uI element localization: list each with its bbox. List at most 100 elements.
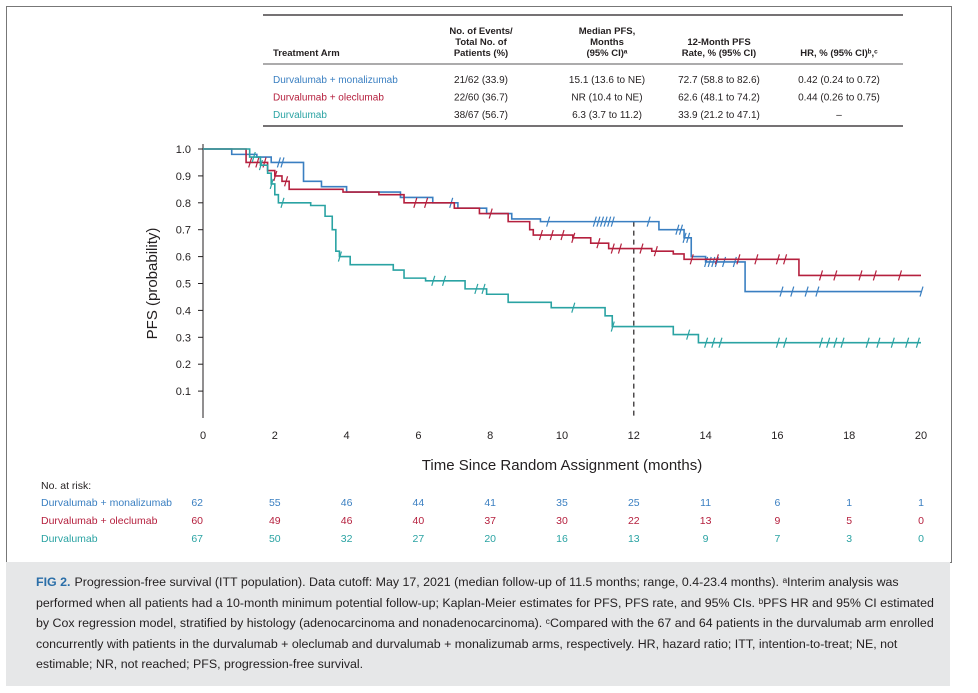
censor-mark [424, 197, 429, 208]
censor-mark [754, 254, 759, 265]
censor-mark [840, 337, 845, 348]
table-row-rate12: 62.6 (48.1 to 74.2) [678, 93, 760, 104]
censor-mark [546, 216, 551, 227]
censor-mark [603, 216, 608, 227]
censor-mark [599, 216, 605, 227]
censor-mark [804, 286, 809, 297]
table-row-median: 15.1 (13.6 to NE) [569, 75, 645, 86]
x-tick-label: 0 [200, 430, 206, 442]
censor-mark [783, 254, 788, 265]
censor-mark [686, 232, 691, 243]
x-tick-label: 4 [344, 430, 350, 442]
y-tick-label: 0.9 [176, 171, 191, 183]
table-row-median: NR (10.4 to NE) [571, 93, 642, 104]
censor-mark [280, 157, 285, 168]
table-header-3-line-1: Rate, % (95% CI) [682, 48, 756, 59]
censor-mark [890, 337, 895, 348]
censor-mark [915, 337, 920, 348]
censor-mark [872, 270, 877, 281]
at-risk-count: 5 [846, 515, 852, 527]
at-risk-row-name: Durvalumab [41, 533, 98, 545]
censor-mark [431, 275, 436, 286]
at-risk-count: 55 [269, 497, 281, 509]
x-tick-label: 16 [771, 430, 783, 442]
km-curve-oleclumab [203, 148, 921, 277]
censor-mark [714, 254, 719, 265]
at-risk-count: 30 [556, 515, 568, 527]
at-risk-count: 41 [484, 497, 496, 509]
censor-mark [736, 254, 741, 265]
censor-mark [610, 243, 615, 254]
censor-mark [833, 270, 838, 281]
x-tick-label: 6 [415, 430, 421, 442]
x-tick-label: 8 [487, 430, 493, 442]
censor-mark [607, 216, 612, 227]
censor-mark [269, 178, 274, 190]
censor-mark [592, 216, 597, 227]
censor-mark [610, 216, 615, 227]
at-risk-count: 50 [269, 533, 281, 545]
table-row-rate12: 33.9 (21.2 to 47.1) [678, 110, 760, 121]
figure-caption: FIG 2. Progression-free survival (ITT pop… [36, 572, 936, 675]
censor-mark [833, 337, 838, 348]
censor-mark [337, 251, 342, 262]
censor-mark [718, 337, 723, 348]
caption-label: FIG 2. [36, 575, 71, 589]
y-tick-label: 0.2 [176, 359, 191, 371]
censor-mark [818, 337, 824, 348]
at-risk-row-name: Durvalumab + monalizumab [41, 497, 172, 509]
censor-mark [549, 229, 554, 241]
at-risk-count: 13 [628, 533, 640, 545]
table-row-arm: Durvalumab + monalizumab [273, 75, 398, 86]
censor-mark [682, 232, 687, 243]
censor-mark [818, 270, 824, 281]
censor-mark [596, 216, 601, 227]
y-axis-label: PFS (probability) [144, 228, 161, 340]
at-risk-count: 35 [556, 497, 568, 509]
at-risk-count: 49 [269, 515, 281, 527]
censor-mark [571, 232, 576, 243]
censor-mark [571, 302, 576, 313]
at-risk-count: 0 [918, 533, 924, 545]
y-tick-label: 0.8 [176, 198, 191, 210]
censor-mark [538, 229, 544, 241]
figure-frame: Treatment Arm No. of Events/Total No. of P… [6, 6, 952, 563]
censor-mark [617, 243, 623, 254]
censor-mark [283, 176, 289, 187]
at-risk-count: 9 [703, 533, 709, 545]
censor-mark [678, 224, 684, 235]
censor-mark [783, 337, 788, 348]
censor-mark [488, 208, 493, 219]
censor-mark [675, 224, 680, 235]
x-axis-label: Time Since Random Assignment (months) [422, 457, 702, 474]
at-risk-count: 25 [628, 497, 640, 509]
at-risk-start: 67 [191, 533, 203, 545]
x-tick-label: 12 [628, 430, 640, 442]
caption-text: Progression-free survival (ITT populatio… [36, 575, 934, 671]
censor-mark [858, 270, 863, 281]
at-risk-count: 22 [628, 515, 640, 527]
at-risk-count: 32 [341, 533, 353, 545]
table-row-median: 6.3 (3.7 to 11.2) [572, 110, 642, 121]
table-header-1-line-2: Patients (%) [454, 48, 508, 59]
table-row-hr: 0.44 (0.26 to 0.75) [798, 93, 880, 104]
table-header-3-line-0: 12-Month PFS [687, 37, 750, 48]
y-tick-label: 0.4 [176, 305, 191, 317]
table-row-hr: 0.42 (0.24 to 0.72) [798, 75, 880, 86]
caption-box: FIG 2. Progression-free survival (ITT pop… [6, 562, 950, 686]
censor-mark [280, 197, 285, 208]
y-tick-label: 0.5 [176, 279, 191, 291]
at-risk-count: 13 [700, 515, 712, 527]
censor-mark [560, 229, 565, 241]
at-risk-count: 1 [846, 497, 852, 509]
at-risk-row-name: Durvalumab + oleclumab [41, 515, 158, 527]
at-risk-count: 27 [413, 533, 425, 545]
censor-mark [711, 337, 716, 348]
table-header-4-line-0: HR, % (95% CI)ᵇ,ᶜ [800, 48, 878, 59]
x-tick-label: 10 [556, 430, 568, 442]
table-row-events: 22/60 (36.7) [454, 93, 508, 104]
censor-mark [865, 337, 870, 348]
at-risk-count: 9 [774, 515, 780, 527]
censor-mark [790, 286, 795, 297]
